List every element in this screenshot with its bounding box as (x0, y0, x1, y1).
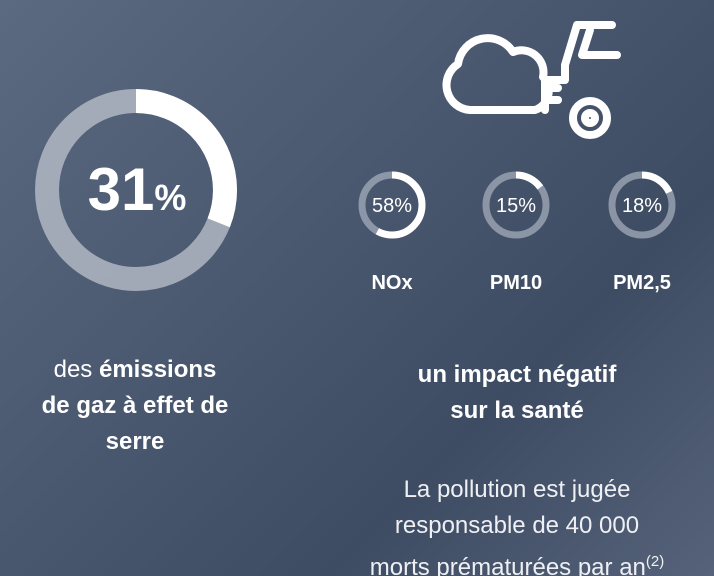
ring-arc (358, 171, 426, 239)
impact-body: La pollution est jugée responsable de 40… (330, 472, 704, 576)
car-cloud-icon (442, 21, 621, 139)
pollutant-name: PM10 (489, 272, 543, 294)
ring-value: 18% (622, 195, 662, 217)
ring-value: 58% (372, 195, 412, 217)
pollutant-name: NOx (371, 272, 413, 294)
caption-line: serre (105, 428, 165, 455)
pollutant-name: PM2,5 (613, 272, 671, 294)
main-value: 31% (62, 158, 212, 230)
ring-arc (482, 171, 550, 239)
main-number: 31 (87, 156, 155, 223)
ring-value: 15% (496, 195, 536, 217)
main-unit: % (154, 177, 187, 218)
footnote: (2) (645, 553, 665, 570)
impact-body-line: responsable de 40 000 (394, 512, 640, 539)
impact-body-line: La pollution est jugée (403, 476, 631, 503)
ring-arc (35, 89, 237, 291)
caption-line: de gaz à effet de (41, 392, 229, 419)
caption-line: émissions (98, 356, 217, 383)
ring-arc (608, 171, 676, 239)
impact-title: un impact négatif sur la santé (340, 357, 694, 429)
main-caption: des émissions de gaz à effet de serre (10, 352, 260, 460)
impact-title-line: un impact négatif (417, 361, 617, 388)
caption-prefix: des (53, 356, 93, 383)
impact-title-line: sur la santé (450, 397, 584, 424)
impact-body-line: morts prématurées par an (369, 554, 646, 576)
